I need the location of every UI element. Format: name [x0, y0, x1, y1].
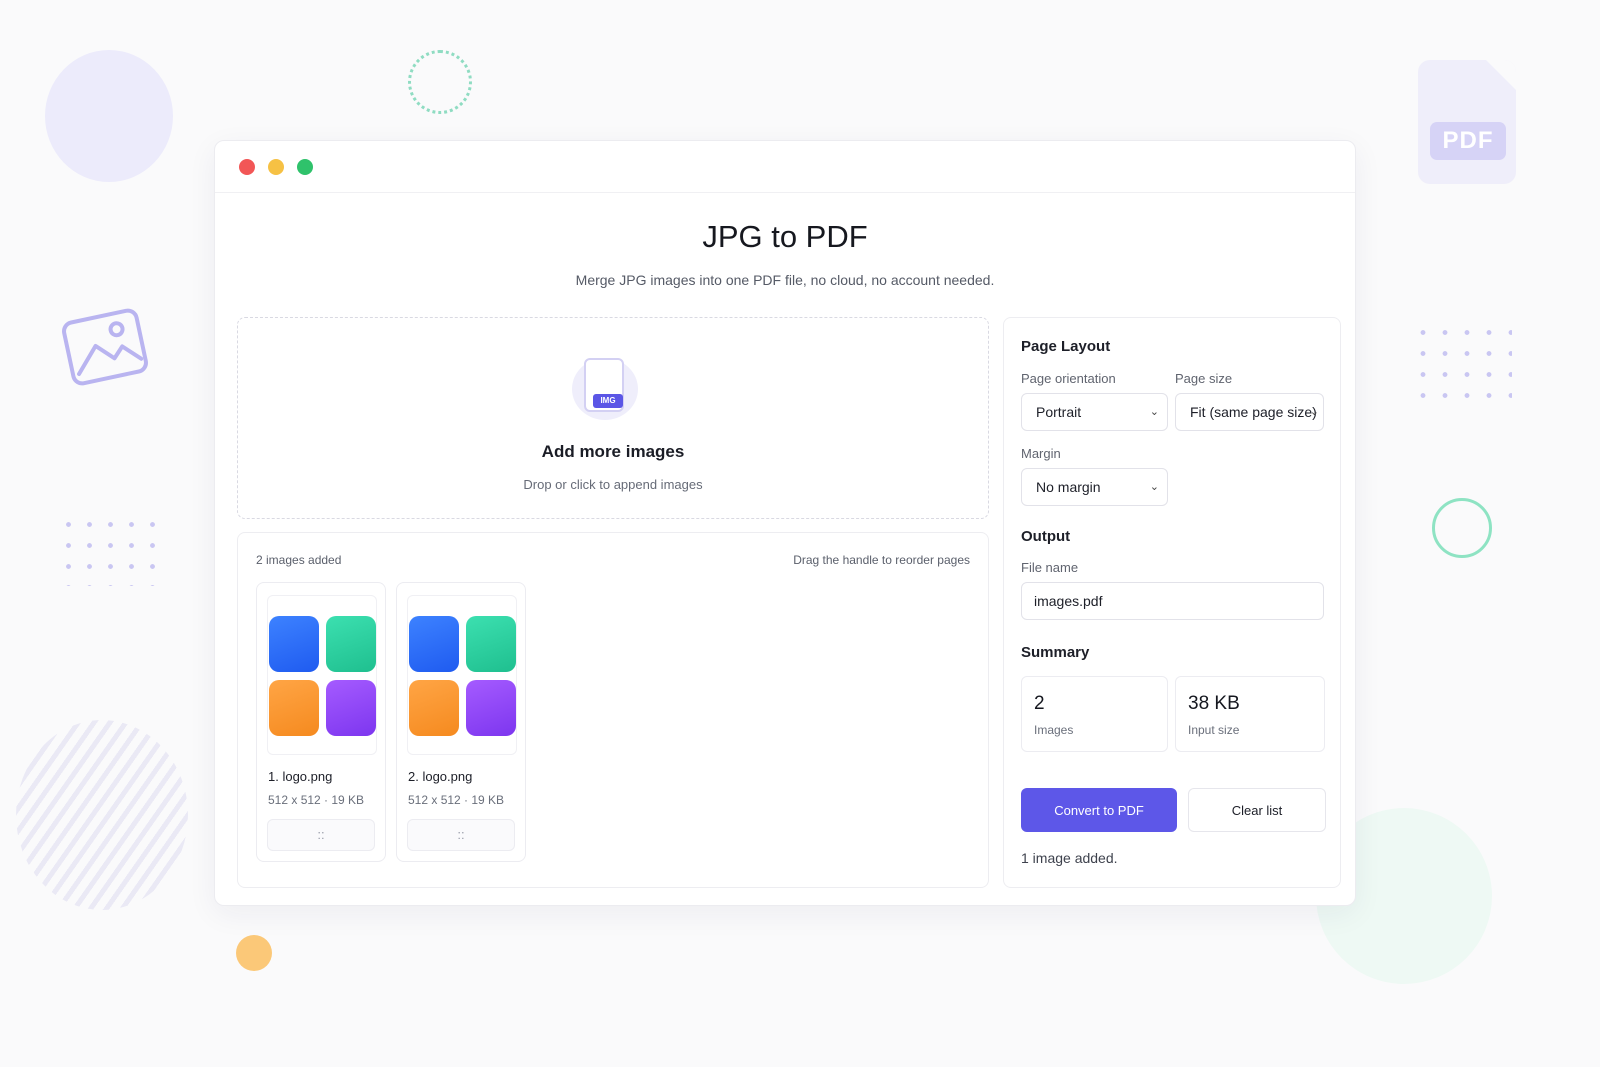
page-size-value: Fit (same page size) — [1190, 404, 1317, 420]
thumb-tile-orange — [409, 680, 459, 736]
page-size-select[interactable]: Fit (same page size) ⌄ — [1175, 393, 1324, 431]
thumb-tile-blue — [409, 616, 459, 672]
images-count-caption: Images — [1034, 723, 1074, 737]
input-size-value: 38 KB — [1188, 693, 1240, 714]
decor-dotted-ring — [408, 50, 472, 114]
image-file-meta: 512 x 512 · 19 KB — [408, 793, 505, 807]
margin-label: Margin — [1021, 446, 1061, 461]
page-subtitle: Merge JPG images into one PDF file, no c… — [575, 272, 995, 288]
clear-list-button[interactable]: Clear list — [1188, 788, 1326, 832]
images-count-value: 2 — [1034, 693, 1045, 714]
thumb-tile-orange — [269, 680, 319, 736]
decor-striped-circle — [16, 720, 188, 910]
image-thumbnail — [267, 595, 377, 755]
convert-to-pdf-button[interactable]: Convert to PDF — [1021, 788, 1177, 832]
drag-handle[interactable]: :: — [267, 819, 375, 851]
page-title: JPG to PDF — [702, 219, 868, 254]
thumb-tile-teal — [466, 616, 516, 672]
maximize-window-button[interactable] — [297, 158, 313, 175]
image-dropzone[interactable]: IMG Add more images Drop or click to app… — [237, 317, 989, 519]
chevron-down-icon: ⌄ — [1309, 406, 1319, 418]
image-thumbnail — [407, 595, 517, 755]
decor-circle-lavender — [45, 50, 173, 182]
page-layout-heading: Page Layout — [1021, 338, 1111, 355]
image-file-name: 1. logo.png — [268, 769, 333, 784]
file-name-input[interactable] — [1021, 582, 1324, 620]
thumb-tile-purple — [466, 680, 516, 736]
img-badge: IMG — [593, 394, 623, 408]
summary-heading: Summary — [1021, 644, 1090, 661]
image-file-name: 2. logo.png — [408, 769, 473, 784]
reorder-hint: Drag the handle to reorder pages — [793, 553, 970, 567]
decor-dot-grid-left — [58, 514, 158, 586]
chevron-down-icon: ⌄ — [1149, 406, 1159, 418]
minimize-window-button[interactable] — [268, 158, 284, 175]
decor-ring-green — [1432, 498, 1492, 558]
window-titlebar — [215, 141, 1355, 193]
page-size-label: Page size — [1175, 371, 1233, 386]
input-size-caption: Input size — [1188, 723, 1240, 737]
status-message: 1 image added. — [1021, 850, 1118, 866]
pdf-decor-label: PDF — [1430, 122, 1506, 160]
pdf-file-decor-icon: PDF — [1418, 60, 1516, 184]
margin-select[interactable]: No margin ⌄ — [1021, 468, 1168, 506]
margin-value: No margin — [1036, 479, 1101, 495]
thumb-tile-purple — [326, 680, 376, 736]
settings-panel: Page Layout Page orientation Portrait ⌄ … — [1003, 317, 1341, 888]
chevron-down-icon: ⌄ — [1149, 481, 1159, 493]
summary-size-card: 38 KB Input size — [1175, 676, 1325, 752]
app-window: JPG to PDF Merge JPG images into one PDF… — [214, 140, 1356, 906]
file-icon: IMG — [584, 358, 624, 412]
dropzone-title: Add more images — [541, 442, 685, 461]
decor-dot-orange — [236, 935, 272, 971]
image-card[interactable]: 2. logo.png 512 x 512 · 19 KB :: — [396, 582, 526, 862]
image-decor-icon — [62, 308, 148, 386]
dropzone-subtitle: Drop or click to append images — [523, 477, 703, 492]
file-name-label: File name — [1021, 560, 1079, 575]
thumb-tile-teal — [326, 616, 376, 672]
orientation-value: Portrait — [1036, 404, 1082, 420]
thumb-tile-blue — [269, 616, 319, 672]
image-file-meta: 512 x 512 · 19 KB — [268, 793, 365, 807]
summary-images-card: 2 Images — [1021, 676, 1168, 752]
orientation-select[interactable]: Portrait ⌄ — [1021, 393, 1168, 431]
orientation-label: Page orientation — [1021, 371, 1116, 386]
output-heading: Output — [1021, 528, 1071, 545]
decor-dot-grid-right — [1412, 322, 1512, 398]
images-count-label: 2 images added — [256, 553, 342, 567]
image-list-panel: 2 images added Drag the handle to reorde… — [237, 532, 989, 888]
close-window-button[interactable] — [239, 158, 255, 175]
image-card[interactable]: 1. logo.png 512 x 512 · 19 KB :: — [256, 582, 386, 862]
drag-handle[interactable]: :: — [407, 819, 515, 851]
image-file-icon: IMG — [572, 358, 638, 420]
